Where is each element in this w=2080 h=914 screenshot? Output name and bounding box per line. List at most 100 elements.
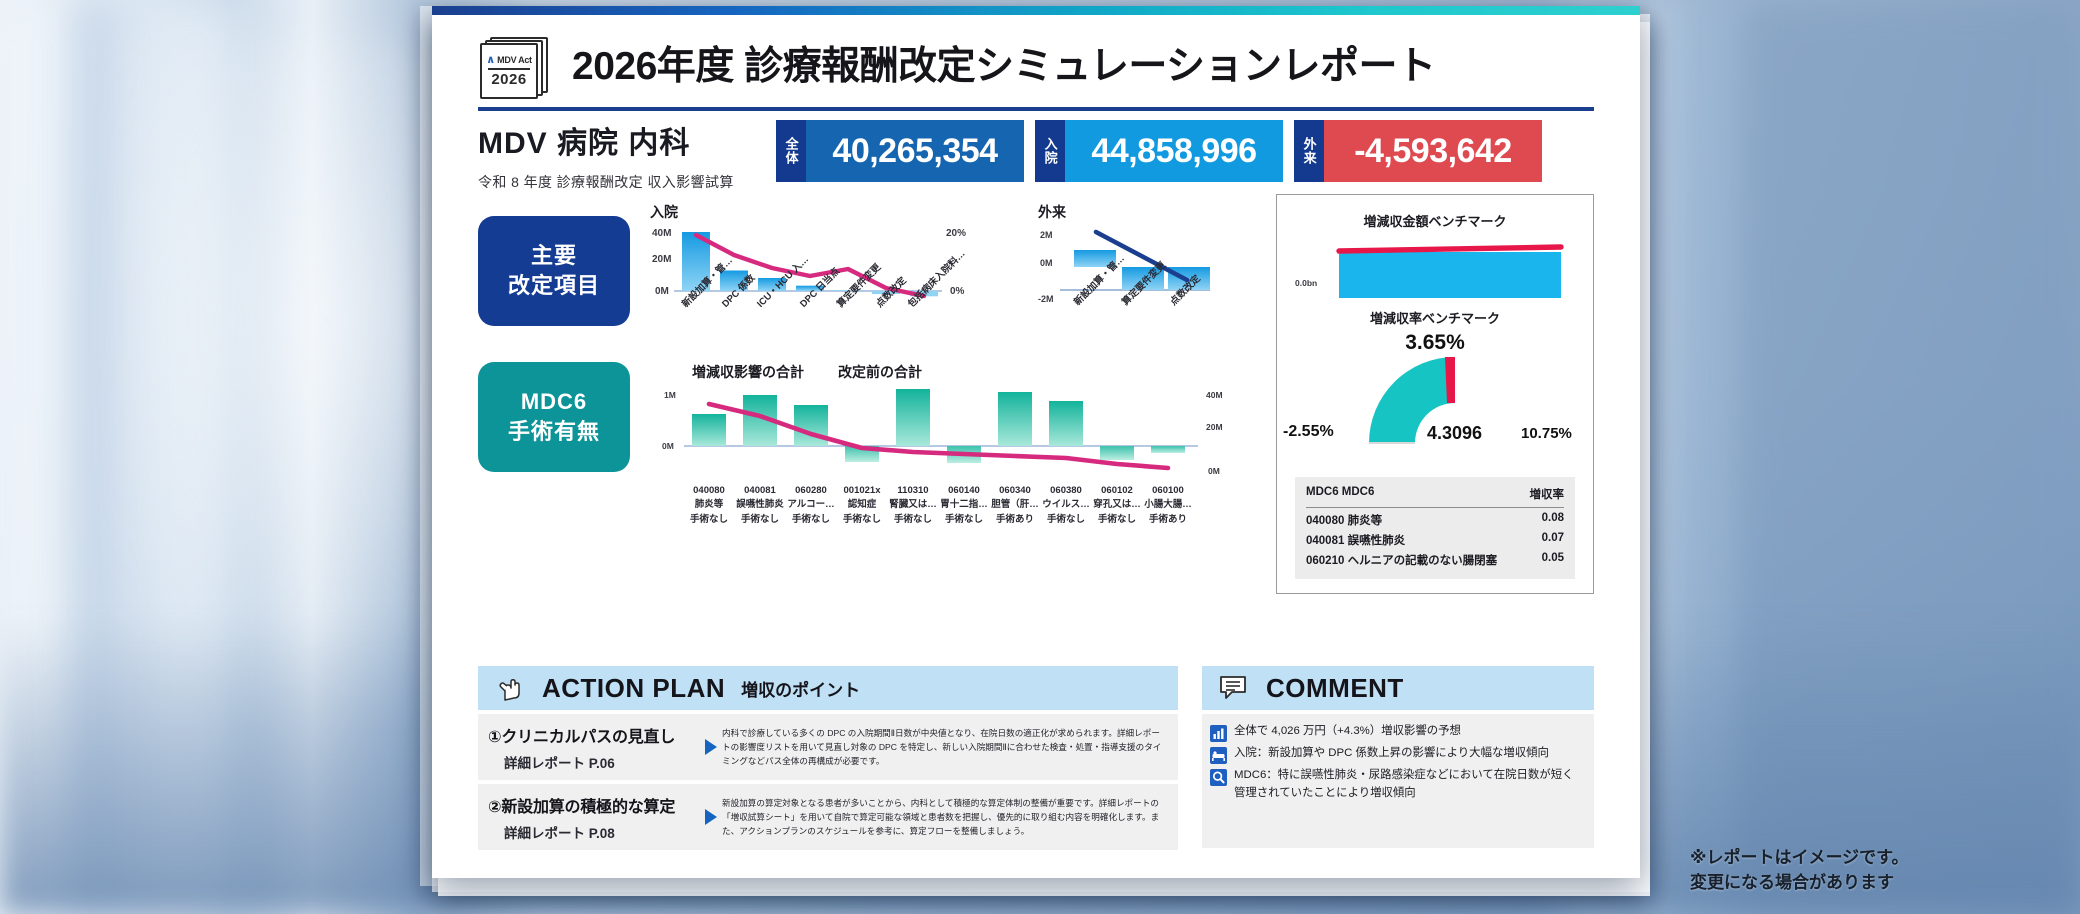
action-plan-item: ①クリニカルパスの見直し 詳細レポート P.06 内科で診療している多くの DP…	[478, 714, 1178, 780]
action-plan-item-heading: ①クリニカルパスの見直し	[488, 728, 676, 746]
benchmark-table-col-name: MDC6 MDC6	[1306, 486, 1375, 498]
action-plan-item-ref[interactable]: 詳細レポート P.08	[504, 825, 615, 841]
hospital-subtitle: 令和 8 年度 診療報酬改定 収入影響試算	[478, 174, 734, 190]
benchmark-rate-gauge	[1369, 357, 1455, 444]
kpi-card-outpatient: 外来 -4,593,642	[1294, 120, 1542, 182]
benchmark-row-value: 0.05	[1541, 552, 1564, 564]
action-plan-item-ref[interactable]: 詳細レポート P.06	[504, 755, 615, 771]
list-item: 入院：新設加算や DPC 係数上昇の影響により大幅な増収傾向	[1210, 745, 1584, 764]
benchmark-rate-top-label: 3.65%	[1405, 331, 1465, 354]
kpi-label-total: 全体	[776, 120, 806, 182]
action-plan-item: ②新設加算の積極的な算定 詳細レポート P.08 新設加算の算定対象となる患者が…	[478, 784, 1178, 850]
header-divider	[478, 107, 1594, 111]
chart-mdc6-category: 060102 穿孔又は… 手術なし	[1093, 485, 1141, 525]
kpi-label-inpatient: 入院	[1035, 120, 1065, 182]
report-page: ∧ MDV Act 2026 2026年度 診療報酬改定シミュレーションレポート…	[432, 6, 1640, 878]
comment-panel: COMMENT 全体で 4,026 万円（+4.3%）増収影響の予想	[1202, 666, 1594, 848]
benchmark-amount-axis-label: 0.0bn	[1295, 278, 1318, 288]
benchmark-row-name: 040081 誤嚥性肺炎	[1306, 535, 1406, 547]
logo-brand-text: MDV Act	[497, 55, 532, 65]
pointing-hand-icon	[492, 671, 526, 705]
hospital-name: MDV 病院 内科	[478, 127, 691, 160]
kpi-card-total: 全体 40,265,354	[776, 120, 1024, 182]
comment-item-text: 全体で 4,026 万円（+4.3%）増収影響の予想	[1234, 725, 1461, 737]
benchmark-table-header: MDC6 MDC6 増収率	[1306, 486, 1564, 508]
report-header: ∧ MDV Act 2026 2026年度 診療報酬改定シミュレーションレポート	[432, 15, 1640, 111]
arrow-right-icon	[700, 808, 722, 826]
svg-text:20%: 20%	[946, 228, 966, 239]
badge-mdc6-line2: 手術有無	[507, 419, 600, 444]
svg-text:0M: 0M	[1040, 258, 1053, 268]
disclaimer-note: ※レポートはイメージです。 変更になる場合があります	[1690, 848, 1909, 892]
benchmark-amount-chart	[1336, 244, 1564, 298]
identity-kpi-row: MDV 病院 内科 令和 8 年度 診療報酬改定 収入影響試算 全体 40,26…	[478, 118, 1594, 192]
badge-major-line1: 主要	[530, 243, 577, 269]
benchmark-rate-max-label: 10.75%	[1521, 425, 1572, 442]
svg-text:20M: 20M	[1206, 422, 1223, 432]
kpi-label-outpatient: 外来	[1294, 120, 1324, 182]
benchmark-row-value: 0.08	[1541, 512, 1564, 524]
comment-item-text: MDC6：特に誤嚥性肺炎・尿路感染症などにおいて在院日数が短く管理されていたこと…	[1234, 769, 1574, 799]
svg-text:2M: 2M	[1040, 230, 1053, 240]
kpi-card-group: 全体 40,265,354 入院 44,858,996 外来 -4,593,64…	[776, 120, 1542, 182]
action-plan-header: ACTION PLAN 増収のポイント	[478, 666, 1178, 710]
chart-mdc6-category: 060140 胃十二指… 手術なし	[940, 485, 988, 525]
action-plan-panel: ACTION PLAN 増収のポイント ①クリニカルパスの見直し 詳細レポート …	[478, 666, 1178, 850]
comment-title: COMMENT	[1266, 672, 1404, 703]
action-plan-subtitle: 増収のポイント	[741, 680, 861, 700]
bar-chart-icon	[1210, 725, 1227, 742]
kpi-card-inpatient: 入院 44,858,996	[1035, 120, 1283, 182]
svg-text:0%: 0%	[950, 286, 965, 297]
chart-mdc6-category: 040080 肺炎等 手術なし	[689, 485, 728, 525]
benchmark-row-name: 040080 肺炎等	[1306, 515, 1383, 527]
chart-mdc6-category: 060280 アルコー… 手術なし	[787, 485, 835, 525]
chart-mdc6: 増減収影響の合計 改定前の合計	[650, 362, 1238, 525]
chart-mdc6-category: 060380 ウイルス… 手術なし	[1042, 485, 1090, 525]
chart-inpatient: 入院 40M 20M 0M 20% 0%	[650, 202, 980, 332]
comment-item-text: 入院：新設加算や DPC 係数上昇の影響により大幅な増収傾向	[1234, 747, 1549, 759]
chart-outpatient: 外来 2M 0M -2M	[1038, 202, 1238, 332]
list-item: MDC6：特に誤嚥性肺炎・尿路感染症などにおいて在院日数が短く管理されていたこと…	[1210, 767, 1584, 802]
badge-major-line2: 改定項目	[507, 273, 600, 298]
benchmark-table: MDC6 MDC6 増収率 040080 肺炎等 0.08 040081 誤嚥性…	[1295, 477, 1575, 579]
svg-text:0M: 0M	[655, 286, 669, 297]
benchmark-panel: 増減収金額ベンチマーク 0.0bn 増減収率ベンチマーク 3.65% -2.55…	[1276, 194, 1594, 594]
section-badge-major-revisions: 主要 改定項目	[478, 216, 630, 326]
comment-list: 全体で 4,026 万円（+4.3%）増収影響の予想 入院：新設加算や DPC …	[1202, 714, 1594, 848]
table-row: 040081 誤嚥性肺炎 0.07	[1306, 528, 1564, 548]
magnifier-icon	[1210, 769, 1227, 786]
action-plan-item-heading: ②新設加算の積極的な算定	[488, 798, 676, 816]
comment-header: COMMENT	[1202, 666, 1594, 710]
report-top-accent-bar	[432, 6, 1640, 15]
benchmark-row-name: 060210 ヘルニアの記載のない腸閉塞	[1306, 555, 1498, 567]
page-title: 2026年度 診療報酬改定シミュレーションレポート	[572, 45, 1436, 88]
chart-mdc6-category: 040081 誤嚥性肺炎 手術なし	[736, 485, 784, 525]
arrow-right-icon	[700, 738, 722, 756]
kpi-value-outpatient: -4,593,642	[1324, 120, 1542, 182]
action-plan-item-label: ①クリニカルパスの見直し 詳細レポート P.06	[488, 723, 700, 772]
svg-text:40M: 40M	[652, 228, 671, 239]
chart-outpatient-title: 外来	[1038, 204, 1066, 220]
section-badge-mdc6: MDC6 手術有無	[478, 362, 630, 472]
table-row: 060210 ヘルニアの記載のない腸閉塞 0.05	[1306, 548, 1564, 568]
action-plan-item-label: ②新設加算の積極的な算定 詳細レポート P.08	[488, 793, 700, 842]
chart-mdc6-category: 060100 小腸大腸… 手術あり	[1144, 485, 1192, 525]
chart-mdc6-category: 001021x 認知症 手術なし	[842, 485, 881, 525]
benchmark-table-col-value: 増収率	[1529, 489, 1565, 501]
speech-bubble-icon	[1216, 671, 1250, 705]
action-plan-item-body: 内科で診療している多くの DPC の入院期間Ⅱ日数が中央値となり、在院日数の適正…	[722, 727, 1162, 767]
svg-text:20M: 20M	[652, 254, 671, 265]
chart-inpatient-title: 入院	[650, 204, 678, 220]
svg-text:0M: 0M	[662, 441, 674, 451]
chart-inpatient-plot: 40M 20M 0M 20% 0%	[652, 228, 966, 299]
action-plan-item-body: 新設加算の算定対象となる患者が多いことから、内科として積極的な算定体制の整備が重…	[722, 797, 1160, 837]
table-row: 040080 肺炎等 0.08	[1306, 508, 1564, 528]
kpi-value-total: 40,265,354	[806, 120, 1024, 182]
badge-mdc6-line1: MDC6	[520, 389, 588, 415]
chart-mdc6-title-left: 増減収影響の合計	[692, 364, 804, 380]
action-plan-title: ACTION PLAN	[542, 672, 726, 703]
benchmark-rate-min-label: -2.55%	[1283, 423, 1334, 440]
list-item: 全体で 4,026 万円（+4.3%）増収影響の予想	[1210, 723, 1584, 742]
benchmark-row-value: 0.07	[1541, 532, 1564, 544]
svg-text:0M: 0M	[1208, 466, 1220, 476]
